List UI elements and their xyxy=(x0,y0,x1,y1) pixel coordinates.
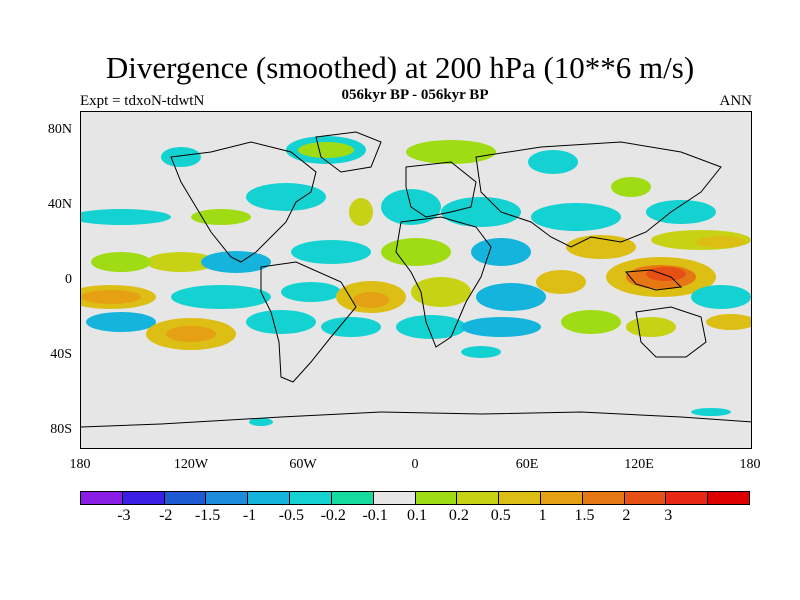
lat-label-80s: 80S xyxy=(50,422,72,437)
colorbar-swatch xyxy=(373,492,416,504)
colorbar-label: 0.1 xyxy=(407,507,427,524)
lon-label-120w: 120W xyxy=(173,457,209,472)
lat-label-40n: 40N xyxy=(47,197,72,212)
plot-subtitle: 056kyr BP - 056kyr BP xyxy=(341,87,489,103)
colorbar-label: -1.5 xyxy=(194,507,221,524)
colorbar-label: -3 xyxy=(117,507,131,524)
colorbar-swatch xyxy=(624,492,667,504)
colorbar-label: 0.5 xyxy=(490,507,511,524)
colorbar-label: 1 xyxy=(538,507,547,524)
lon-label-180e: 180 xyxy=(739,457,761,472)
colorbar-swatch xyxy=(499,492,541,504)
experiment-label: Expt = tdxoN-tdwtN xyxy=(80,93,205,109)
colorbar-swatch xyxy=(457,492,500,504)
colorbar-label: -1 xyxy=(242,507,257,524)
colorbar-swatch xyxy=(415,492,458,504)
colorbar-swatch xyxy=(206,492,249,504)
colorbar-swatch xyxy=(582,492,625,504)
colorbar-swatch xyxy=(81,492,123,504)
lon-label-180w: 180 xyxy=(69,457,91,472)
lat-label-eq: 0 xyxy=(65,272,72,287)
colorbar-label: -0.2 xyxy=(320,507,346,524)
divergence-map xyxy=(80,111,752,449)
lat-label-40s: 40S xyxy=(50,347,72,362)
colorbar-swatch xyxy=(666,492,709,504)
season-label: ANN xyxy=(719,93,753,109)
lon-label-120e: 120E xyxy=(624,457,654,472)
colorbar-swatch xyxy=(331,492,374,504)
colorbar-label: 3 xyxy=(664,507,673,524)
colorbar xyxy=(80,491,750,505)
lat-label-80n: 80N xyxy=(47,122,72,137)
colorbar-swatch xyxy=(708,492,749,504)
lon-label-0: 0 xyxy=(411,457,419,472)
colorbar-swatch xyxy=(164,492,207,504)
colorbar-label: -0.1 xyxy=(362,507,388,524)
coastlines xyxy=(81,131,751,428)
colorbar-label: -2 xyxy=(159,507,173,524)
plot-title: Divergence (smoothed) at 200 hPa (10**6 … xyxy=(105,50,695,85)
colorbar-label: 2 xyxy=(622,507,631,524)
colorbar-swatch xyxy=(540,492,583,504)
colorbar-swatch xyxy=(290,492,332,504)
colorbar-label: 0.2 xyxy=(448,507,469,524)
lon-label-60w: 60W xyxy=(289,457,317,472)
lon-label-60e: 60E xyxy=(515,457,539,472)
colorbar-label: 1.5 xyxy=(574,507,595,524)
colorbar-swatch xyxy=(122,492,165,504)
colorbar-label: -0.5 xyxy=(278,507,305,524)
colorbar-swatch xyxy=(248,492,291,504)
